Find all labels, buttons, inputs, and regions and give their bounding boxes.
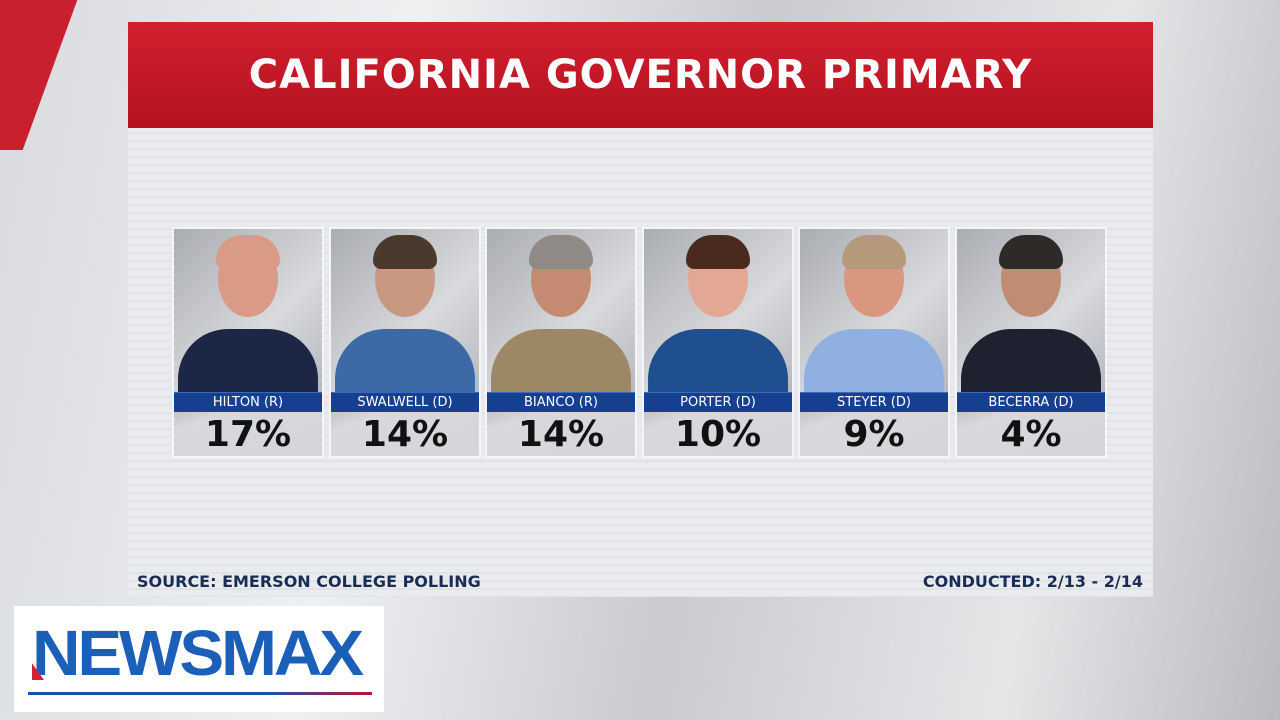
candidate-percent: 10%: [644, 412, 792, 456]
candidate-photo: [644, 229, 792, 392]
photo-body: [804, 329, 944, 392]
photo-hair: [216, 235, 280, 269]
candidate-percent: 4%: [957, 412, 1105, 456]
photo-body: [178, 329, 318, 392]
photo-hair: [999, 235, 1063, 269]
photo-body: [335, 329, 475, 392]
candidate-photo: [800, 229, 948, 392]
candidate-card: BIANCO (R) 14%: [485, 227, 637, 458]
candidate-name: BECERRA (D): [957, 392, 1105, 412]
photo-hair: [373, 235, 437, 269]
photo-body: [648, 329, 788, 392]
candidate-name: STEYER (D): [800, 392, 948, 412]
photo-hair: [529, 235, 593, 269]
candidate-percent: 17%: [174, 412, 322, 456]
conducted-dates: CONDUCTED: 2/13 - 2/14: [922, 572, 1143, 591]
graphic-title: CALIFORNIA GOVERNOR PRIMARY: [248, 52, 1033, 98]
candidate-percent: 9%: [800, 412, 948, 456]
candidate-photo: [957, 229, 1105, 392]
candidate-name: PORTER (D): [644, 392, 792, 412]
photo-hair: [686, 235, 750, 269]
candidate-percent: 14%: [487, 412, 635, 456]
candidate-card: HILTON (R) 17%: [172, 227, 324, 458]
logo-underline: [28, 692, 372, 695]
candidate-percent: 14%: [331, 412, 479, 456]
decorative-red-stripe: [0, 0, 78, 150]
photo-body: [491, 329, 631, 392]
source-label: SOURCE: EMERSON COLLEGE POLLING: [137, 572, 481, 591]
logo-text: NEWSMAX: [32, 617, 364, 689]
candidate-photo: [174, 229, 322, 392]
candidate-photo: [487, 229, 635, 392]
poll-graphic: CALIFORNIA GOVERNOR PRIMARY HILTON (R) 1…: [128, 22, 1153, 597]
candidate-card: PORTER (D) 10%: [642, 227, 794, 458]
candidate-photo: [331, 229, 479, 392]
candidate-name: BIANCO (R): [487, 392, 635, 412]
photo-hair: [842, 235, 906, 269]
photo-body: [961, 329, 1101, 392]
header-bar: CALIFORNIA GOVERNOR PRIMARY: [128, 22, 1153, 128]
candidate-name: HILTON (R): [174, 392, 322, 412]
candidate-card: STEYER (D) 9%: [798, 227, 950, 458]
newsmax-logo: NEWSMAX: [14, 606, 384, 712]
logo-divider: [28, 706, 384, 709]
candidate-card: SWALWELL (D) 14%: [329, 227, 481, 458]
candidate-name: SWALWELL (D): [331, 392, 479, 412]
candidate-card: BECERRA (D) 4%: [955, 227, 1107, 458]
